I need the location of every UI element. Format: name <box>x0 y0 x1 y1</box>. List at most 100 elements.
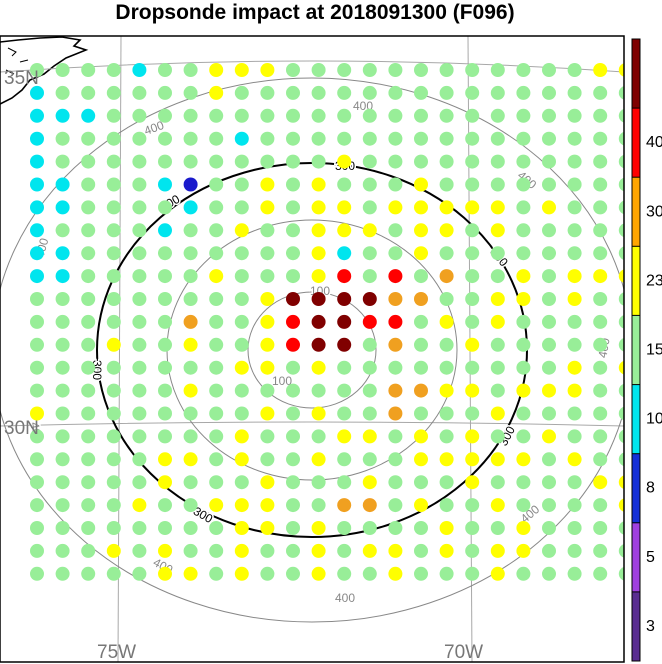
dot-r19-c15 <box>414 498 428 513</box>
dot-r19-c23 <box>618 498 624 512</box>
dot-r18-c23 <box>618 475 624 489</box>
dot-r12-c23 <box>618 338 624 352</box>
dot-r8-c4 <box>132 246 147 261</box>
dot-r0-c1 <box>55 63 70 77</box>
colorbar-label-23: 23 <box>646 272 662 289</box>
dot-r3-c22 <box>593 131 608 146</box>
dot-r21-c20 <box>542 543 556 558</box>
dot-r6-c6 <box>183 200 198 215</box>
dot-r14-c12 <box>337 383 352 398</box>
dot-r8-c19 <box>516 246 531 261</box>
dot-r0-c2 <box>81 63 96 77</box>
dot-r22-c8 <box>234 566 249 581</box>
dot-r10-c1 <box>55 292 70 306</box>
dot-r19-c14 <box>388 498 403 513</box>
colorbar-segment-6 <box>632 177 640 247</box>
dot-r15-c2 <box>81 406 96 421</box>
dot-r15-c7 <box>209 406 224 421</box>
dot-r17-c10 <box>286 452 300 467</box>
dot-r7-c11 <box>311 223 326 238</box>
dot-r15-c12 <box>337 406 352 421</box>
dot-r14-c2 <box>81 383 96 398</box>
dot-r11-c2 <box>81 314 96 329</box>
dot-r8-c14 <box>388 246 403 261</box>
dot-r10-c14 <box>388 292 403 306</box>
dot-r18-c18 <box>490 475 505 490</box>
dot-r16-c7 <box>209 429 224 444</box>
colorbar-segment-2 <box>632 453 640 523</box>
dot-r7-c5 <box>158 223 172 238</box>
coastline <box>0 36 89 105</box>
dot-r7-c9 <box>260 223 275 238</box>
dot-r10-c17 <box>465 292 480 306</box>
dot-r22-c7 <box>209 566 224 581</box>
dot-r6-c3 <box>106 200 121 215</box>
dot-r10-c23 <box>618 292 624 306</box>
dot-r17-c7 <box>209 452 224 467</box>
dot-r22-c1 <box>55 566 70 581</box>
dot-r17-c2 <box>81 452 96 467</box>
dot-r5-c0 <box>30 177 44 192</box>
dot-r16-c16 <box>439 429 454 444</box>
dot-r3-c12 <box>337 131 352 146</box>
dot-r2-c23 <box>618 109 624 123</box>
dot-r15-c18 <box>490 406 505 421</box>
dot-r8-c21 <box>567 246 582 261</box>
dot-r6-c1 <box>55 200 70 215</box>
dot-r20-c6 <box>183 521 198 535</box>
dot-r7-c15 <box>414 223 428 238</box>
colorbar-label-15: 15 <box>646 342 662 359</box>
dot-r1-c16 <box>439 85 454 100</box>
dot-r14-c0 <box>30 383 44 398</box>
dot-r17-c18 <box>490 452 505 467</box>
dot-r1-c15 <box>414 85 428 100</box>
dot-r8-c8 <box>234 246 249 261</box>
dot-r5-c4 <box>132 177 147 192</box>
dot-r13-c0 <box>30 360 44 375</box>
dot-r17-c12 <box>337 452 352 467</box>
dot-r11-c22 <box>593 314 608 329</box>
dot-r10-c8 <box>234 292 249 306</box>
dot-r9-c23 <box>618 269 624 283</box>
dot-r3-c10 <box>286 131 300 146</box>
dot-r18-c16 <box>439 475 454 490</box>
dot-r16-c5 <box>158 429 172 444</box>
dot-r1-c3 <box>106 85 121 100</box>
dot-r3-c20 <box>542 131 556 146</box>
dot-r12-c18 <box>490 337 505 352</box>
dot-r6-c9 <box>260 200 275 215</box>
dot-r2-c11 <box>311 108 326 123</box>
dot-r16-c3 <box>106 429 121 444</box>
dot-r3-c13 <box>362 131 377 146</box>
dot-r15-c0 <box>30 406 44 421</box>
dot-r12-c1 <box>55 337 70 352</box>
dot-r5-c7 <box>209 177 224 192</box>
dot-r9-c10 <box>286 269 300 284</box>
dot-r3-c16 <box>439 131 454 146</box>
dot-r1-c20 <box>542 85 556 100</box>
dot-r15-c19 <box>516 406 531 421</box>
dot-r4-c22 <box>593 154 608 169</box>
dot-r9-c14 <box>388 269 403 284</box>
dot-r3-c4 <box>132 131 147 146</box>
dot-r7-c23 <box>618 223 624 238</box>
dot-r2-c20 <box>542 108 556 123</box>
dot-r20-c21 <box>567 521 582 535</box>
dot-r21-c22 <box>593 543 608 558</box>
dot-r3-c0 <box>30 131 44 146</box>
dot-r17-c3 <box>106 452 121 467</box>
dot-r7-c3 <box>106 223 121 238</box>
dot-r6-c23 <box>618 200 624 215</box>
dot-r0-c11 <box>311 63 326 77</box>
dot-r2-c6 <box>183 108 198 123</box>
dot-r3-c2 <box>81 131 96 146</box>
dot-r5-c21 <box>567 177 582 192</box>
dot-r4-c14 <box>388 154 403 169</box>
dot-r17-c14 <box>388 452 403 467</box>
dot-r1-c1 <box>55 85 70 100</box>
dot-r5-c23 <box>618 177 624 192</box>
dot-r16-c8 <box>234 429 249 444</box>
dot-r19-c7 <box>209 498 224 513</box>
dot-r16-c13 <box>362 429 377 444</box>
dot-r4-c4 <box>132 154 147 169</box>
